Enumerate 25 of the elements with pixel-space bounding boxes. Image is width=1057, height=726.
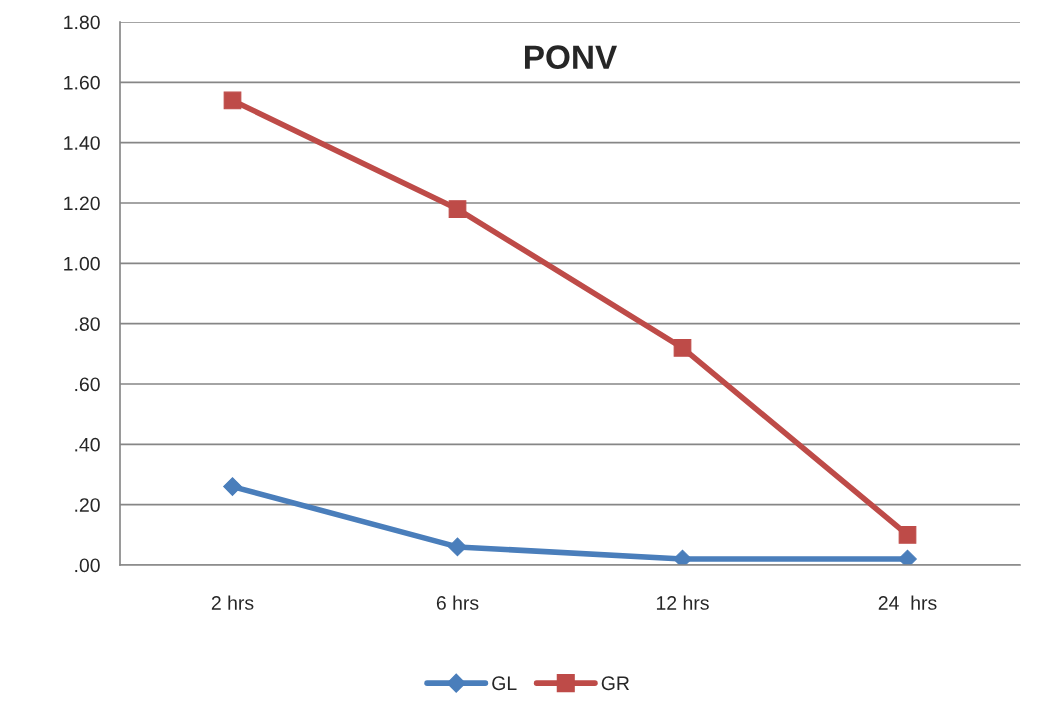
point [898, 525, 917, 544]
y-tick-label: 1.60 [64, 75, 100, 90]
y-tick-label: .80 [75, 317, 100, 331]
text: PONV [524, 45, 617, 69]
y-tick-label: .20 [75, 498, 100, 512]
x-tick-label: 12 hrs [656, 595, 709, 610]
point [673, 549, 692, 565]
y-tick-label: 1.40 [64, 136, 100, 150]
legend-label: GL [492, 676, 517, 691]
point [898, 549, 917, 565]
y-tick-label: .00 [75, 558, 100, 573]
x-tick-label: 2 hrs [211, 595, 254, 610]
point [448, 537, 467, 557]
x-tick-label: 24 hrs [878, 595, 937, 610]
legend-label: GR [601, 676, 630, 691]
point [223, 91, 242, 110]
y-tick-label: 1.80 [64, 15, 100, 30]
y-tick-label: .40 [75, 437, 100, 452]
x-tick-label: 6 hrs [436, 595, 479, 610]
point [223, 477, 242, 496]
point [673, 338, 692, 357]
y-tick-label: 1.00 [64, 256, 100, 271]
y-tick-label: 1.20 [64, 196, 100, 211]
point [448, 200, 467, 218]
y-tick-label: .60 [75, 377, 100, 392]
